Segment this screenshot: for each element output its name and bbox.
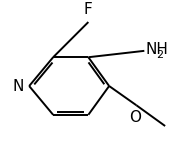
Text: O: O [130,110,142,125]
Text: NH: NH [146,42,169,57]
Text: F: F [84,2,93,17]
Text: N: N [13,79,24,93]
Text: 2: 2 [156,50,163,60]
